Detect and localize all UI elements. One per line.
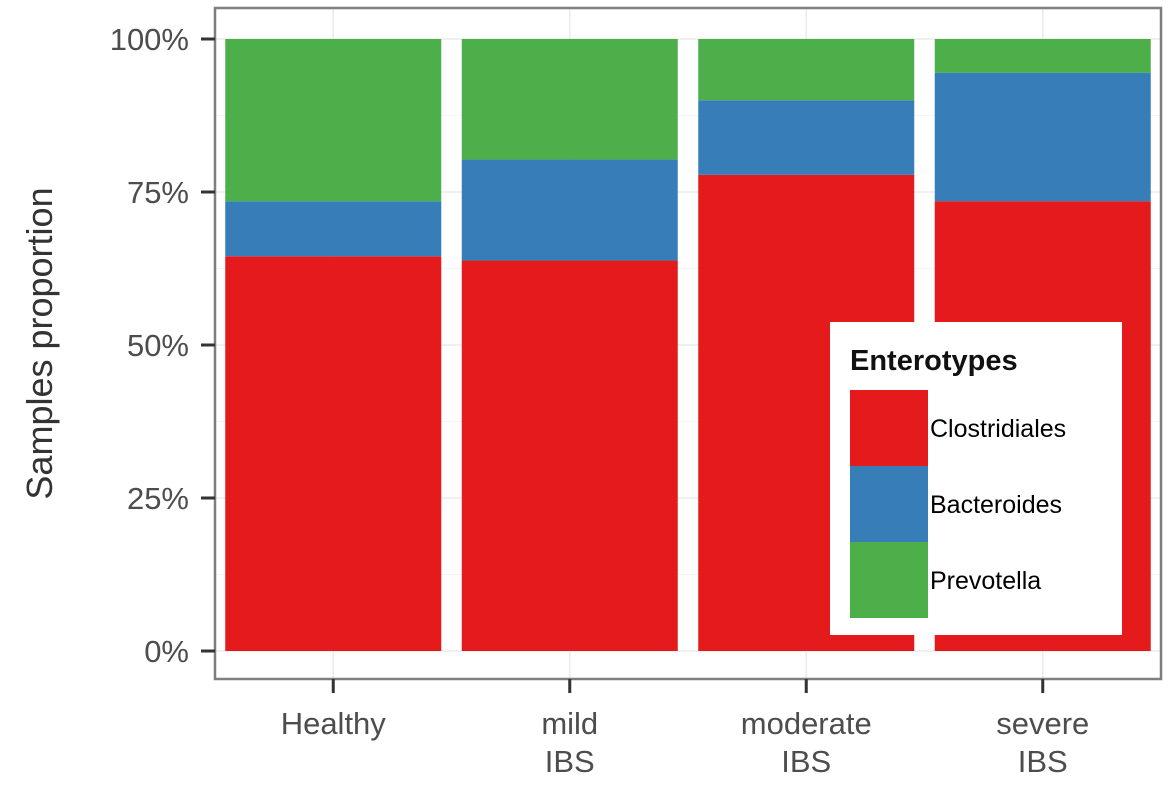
bar-segment-bacteroides: [461, 159, 678, 261]
y-tick-label: 75%: [127, 175, 189, 210]
bar-segment-clostridiales: [225, 256, 442, 651]
y-axis-title: Samples proportion: [19, 187, 60, 499]
legend-label-clostridiales: Clostridiales: [930, 415, 1066, 443]
bar-segment-bacteroides: [225, 201, 442, 257]
x-tick-label: severe IBS: [996, 706, 1089, 779]
y-tick-label: 0%: [144, 634, 189, 669]
legend-key-clostridiales: [850, 390, 928, 466]
legend-title: Enterotypes: [850, 345, 1018, 377]
x-tick-label: mild IBS: [541, 706, 598, 779]
x-tick-label: Healthy: [281, 706, 387, 741]
axes: 0% 25% 50% 75% 100% Healthy mild IBS moderate IBS…: [110, 22, 1090, 779]
y-tick-label: 50%: [127, 328, 189, 363]
legend-key-prevotella: [850, 542, 928, 618]
bar-segment-prevotella: [225, 39, 442, 202]
legend-label-bacteroides: Bacteroides: [930, 491, 1062, 519]
x-tick-label: moderate IBS: [741, 706, 872, 779]
legend-key-bacteroides: [850, 466, 928, 542]
legend: Enterotypes Clostridiales Bacteroides Prev…: [830, 322, 1122, 635]
bar-segment-prevotella: [461, 39, 678, 160]
bar-segment-prevotella: [934, 39, 1151, 73]
bar-segment-clostridiales: [461, 260, 678, 651]
bar-segment-bacteroides: [698, 100, 915, 175]
legend-label-prevotella: Prevotella: [930, 567, 1041, 595]
y-tick-label: 25%: [127, 481, 189, 516]
y-tick-label: 100%: [110, 22, 189, 57]
bar-segment-bacteroides: [934, 72, 1151, 202]
bar-segment-prevotella: [698, 39, 915, 101]
